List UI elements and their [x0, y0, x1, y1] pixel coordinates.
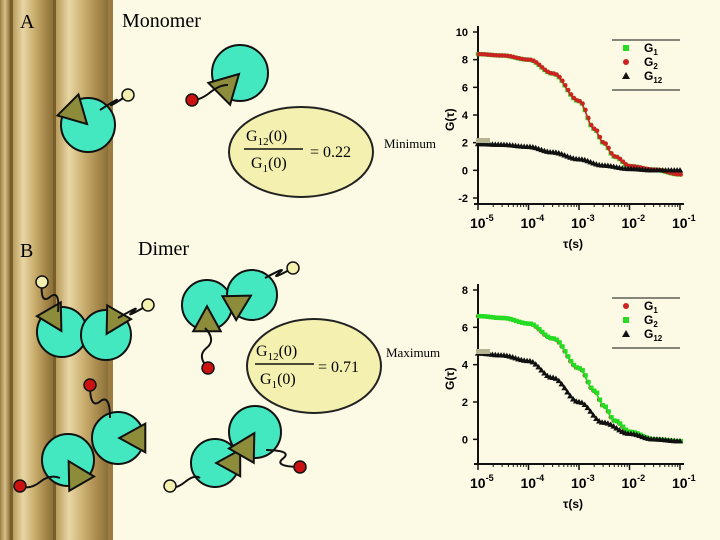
- callout-arrow: [476, 138, 490, 143]
- probe-bead-red: [83, 378, 97, 392]
- legend-marker: [623, 303, 629, 309]
- data-point-g2: [678, 172, 683, 177]
- legend-label: G12: [644, 69, 663, 85]
- x-tick-label: 10-1: [672, 473, 696, 491]
- x-tick-label: 10-3: [571, 473, 595, 491]
- legend-marker: [623, 59, 629, 65]
- panel-b-title: Dimer: [138, 238, 189, 260]
- legend-label: G2: [644, 313, 658, 329]
- y-tick-label: 8: [462, 55, 468, 67]
- legend-label: G12: [644, 327, 663, 343]
- y-tick-label: 6: [462, 322, 468, 334]
- x-tick-label: 10-3: [571, 213, 595, 231]
- ratio-formula-monomer: G12(0) G1(0) = 0.22: [228, 106, 374, 198]
- probe-bead-red: [185, 93, 199, 107]
- legend-marker: [623, 317, 629, 323]
- y-tick-label: 10: [456, 27, 468, 39]
- fit-curve-g12: [478, 352, 681, 442]
- probe-bead-yellow: [121, 88, 135, 102]
- x-axis-label: τ(s): [563, 237, 583, 251]
- callout-maximum: Maximum: [386, 345, 440, 360]
- x-tick-label: 10-5: [470, 473, 494, 491]
- callout-arrow: [476, 349, 490, 354]
- legend-marker: [622, 72, 630, 79]
- y-axis-label: G(τ): [443, 367, 457, 390]
- y-tick-label: -2: [458, 193, 468, 205]
- pillar-left-edge: [0, 0, 10, 540]
- formula-ellipse: [228, 106, 374, 198]
- probe-bead-yellow: [163, 479, 177, 493]
- formula-numerator: G12(0): [256, 343, 297, 363]
- y-tick-label: 2: [462, 138, 468, 150]
- x-axis-label: τ(s): [563, 497, 583, 511]
- y-tick-label: 6: [462, 82, 468, 94]
- fluorophore-wedge: [105, 303, 133, 336]
- probe-bead-yellow: [286, 261, 300, 275]
- panel-b-letter: B: [20, 240, 33, 262]
- panel-a-letter: A: [20, 11, 35, 33]
- fluorophore-wedge: [214, 448, 242, 478]
- y-axis-label: G(τ): [443, 108, 457, 131]
- y-tick-label: 0: [462, 165, 468, 177]
- pillar-groove-2: [53, 0, 56, 540]
- fluorophore-wedge: [206, 72, 241, 107]
- pillar-right-edge: [108, 0, 113, 540]
- legend-marker: [622, 330, 630, 337]
- y-tick-label: 0: [462, 434, 468, 446]
- fit-curve-g12: [478, 143, 680, 172]
- x-tick-label: 10-5: [470, 213, 494, 231]
- fluorophore-wedge: [55, 92, 89, 126]
- panel-a-title: Monomer: [122, 10, 201, 32]
- fluorophore-wedge: [67, 459, 96, 493]
- linker-tether: [200, 327, 213, 369]
- legend-label: G2: [644, 55, 658, 71]
- probe-bead-red: [201, 361, 215, 375]
- callout-minimum: Minimum: [384, 136, 436, 151]
- formula-ellipse: [246, 318, 382, 414]
- linker-tether: [264, 267, 294, 279]
- y-tick-label: 4: [462, 110, 469, 122]
- fluorophore-wedge: [227, 431, 256, 465]
- background-pillars: [0, 0, 113, 540]
- legend-marker: [623, 45, 629, 51]
- ratio-formula-dimer: G12(0) G1(0) = 0.71: [246, 318, 382, 414]
- formula-value: = 0.71: [318, 359, 359, 376]
- y-tick-label: 2: [462, 397, 468, 409]
- probe-bead-red: [13, 479, 27, 493]
- pillar-groove: [10, 0, 13, 540]
- x-tick-label: 10-4: [521, 213, 545, 231]
- formula-denominator: G1(0): [251, 155, 287, 175]
- fluorophore-wedge: [117, 422, 147, 454]
- formula-denominator: G1(0): [260, 371, 296, 391]
- fluorophore-wedge: [220, 294, 253, 322]
- linker-tether: [40, 281, 60, 313]
- molecule-illustrations: [13, 44, 307, 493]
- linker-tether: [89, 384, 111, 419]
- y-tick-label: 8: [462, 285, 468, 297]
- y-tick-label: 4: [462, 360, 469, 372]
- x-tick-label: 10-2: [622, 213, 646, 231]
- formula-value: = 0.22: [310, 144, 351, 161]
- linker-tether: [117, 304, 149, 319]
- legend-label: G1: [644, 41, 658, 57]
- x-tick-label: 10-4: [521, 473, 545, 491]
- formula-numerator: G12(0): [246, 128, 287, 148]
- probe-bead-yellow: [141, 298, 155, 312]
- x-tick-label: 10-1: [672, 213, 696, 231]
- linker-tether: [99, 94, 129, 111]
- legend-label: G1: [644, 299, 658, 315]
- fluorophore-wedge: [35, 300, 63, 333]
- probe-bead-red: [293, 460, 307, 474]
- linker-tether: [265, 449, 301, 468]
- x-tick-label: 10-2: [622, 473, 646, 491]
- probe-bead-yellow: [35, 275, 49, 289]
